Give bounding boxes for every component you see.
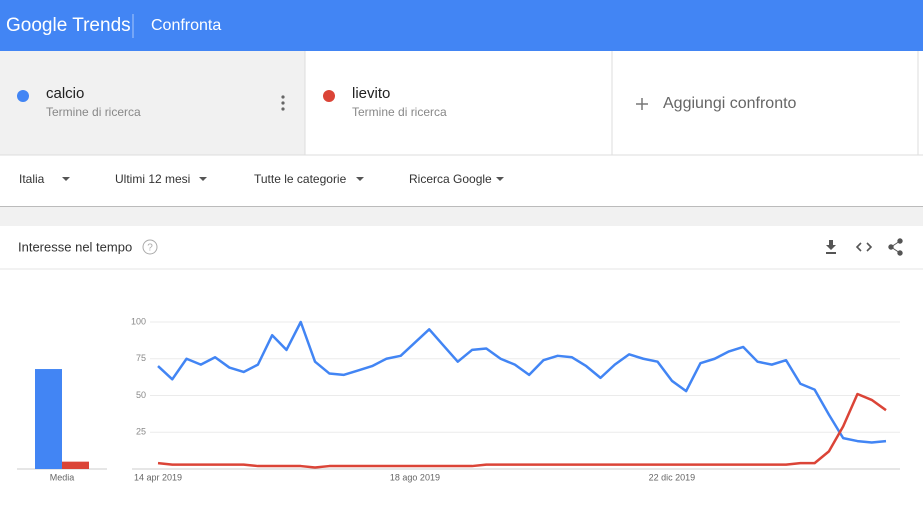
term-card[interactable] xyxy=(0,51,305,155)
x-tick-label: 18 ago 2019 xyxy=(390,472,440,482)
dropdown-arrow xyxy=(62,177,70,181)
add-compare[interactable]: Aggiungi confronto xyxy=(663,95,797,112)
y-tick-label: 100 xyxy=(131,316,146,326)
term-color xyxy=(17,90,29,102)
average-bar xyxy=(62,461,89,469)
chart-title: Interesse nel tempo xyxy=(18,239,132,254)
series-line xyxy=(157,320,887,444)
dropdown-arrow xyxy=(356,177,364,181)
page-title: Confronta xyxy=(151,17,221,34)
x-tick-label: 14 apr 2019 xyxy=(134,472,182,482)
app-bar xyxy=(0,0,923,51)
filter[interactable]: Tutte le categorie xyxy=(254,172,347,186)
term-color xyxy=(323,90,335,102)
plus-icon xyxy=(636,98,648,110)
dropdown-arrow xyxy=(496,177,504,181)
series-line xyxy=(157,392,887,469)
share-icon[interactable] xyxy=(888,238,903,256)
term-name[interactable]: calcio xyxy=(46,85,84,102)
term-card[interactable] xyxy=(305,51,612,155)
menu-icon[interactable] xyxy=(281,95,285,111)
gap xyxy=(0,206,923,226)
y-tick-label: 50 xyxy=(136,390,146,400)
y-tick-label: 25 xyxy=(136,427,146,437)
term-name[interactable]: lievito xyxy=(352,85,390,102)
logo[interactable]: Google Trends xyxy=(6,15,131,36)
download-icon[interactable] xyxy=(826,240,836,254)
y-tick-label: 75 xyxy=(136,353,146,363)
help-icon-glyph: ? xyxy=(147,243,153,254)
filter[interactable]: Ultimi 12 mesi xyxy=(115,172,190,186)
embed-icon[interactable] xyxy=(855,242,873,252)
x-tick-label: 22 dic 2019 xyxy=(649,472,696,482)
term-subtitle: Termine di ricerca xyxy=(352,105,447,119)
term-subtitle: Termine di ricerca xyxy=(46,105,141,119)
add-card[interactable] xyxy=(612,51,918,155)
help-icon[interactable] xyxy=(142,239,158,255)
dropdown-arrow xyxy=(199,177,207,181)
filter[interactable]: Ricerca Google xyxy=(409,172,492,186)
average-bar xyxy=(35,369,62,469)
average-label: Media xyxy=(50,472,75,482)
filter[interactable]: Italia xyxy=(19,172,45,186)
